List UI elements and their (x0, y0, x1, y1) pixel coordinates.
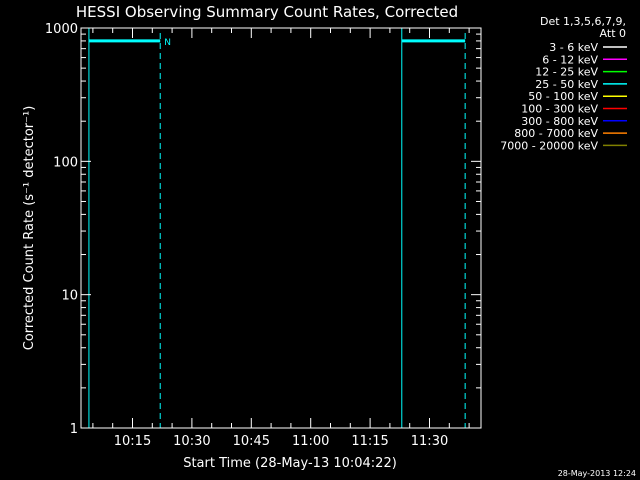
observing-flags: N (88, 28, 466, 428)
y-axis-label: Corrected Count Rate (s⁻¹ detector⁻¹) (22, 106, 37, 351)
legend-label: 12 - 25 keV (535, 66, 598, 79)
legend-label: 7000 - 20000 keV (500, 139, 598, 152)
legend-label: 3 - 6 keV (549, 41, 598, 54)
chart-title: HESSI Observing Summary Count Rates, Cor… (76, 3, 458, 21)
x-tick-label: 11:30 (411, 434, 448, 449)
legend-label: 100 - 300 keV (521, 103, 598, 116)
timestamp: 28-May-2013 12:24 (558, 469, 636, 478)
y-axis: 1 10 100 1000 (45, 22, 481, 437)
legend-label: 50 - 100 keV (528, 90, 598, 103)
legend-label: 800 - 7000 keV (514, 127, 598, 140)
legend-header-line2: Att 0 (600, 27, 626, 40)
x-tick-label: 10:45 (233, 434, 270, 449)
x-tick-label: 11:15 (351, 434, 388, 449)
plot-frame (80, 27, 482, 429)
legend-label: 25 - 50 keV (535, 78, 598, 91)
x-tick-label: 11:00 (292, 434, 329, 449)
y-tick-label: 1000 (45, 22, 78, 37)
x-axis-label: Start Time (28-May-13 10:04:22) (183, 456, 397, 471)
x-tick-label: 10:15 (114, 434, 151, 449)
y-tick-label: 10 (61, 289, 78, 304)
y-tick-label: 1 (70, 422, 78, 437)
flag-label: N (164, 38, 171, 48)
y-tick-label: 100 (53, 155, 78, 170)
x-axis: 10:15 10:30 10:45 11:00 11:15 11:30 (92, 28, 470, 449)
legend-label: 6 - 12 keV (542, 53, 598, 66)
x-tick-label: 10:30 (173, 434, 210, 449)
legend-label: 300 - 800 keV (521, 115, 598, 128)
legend-header-line1: Det 1,3,5,6,7,9, (540, 15, 626, 28)
